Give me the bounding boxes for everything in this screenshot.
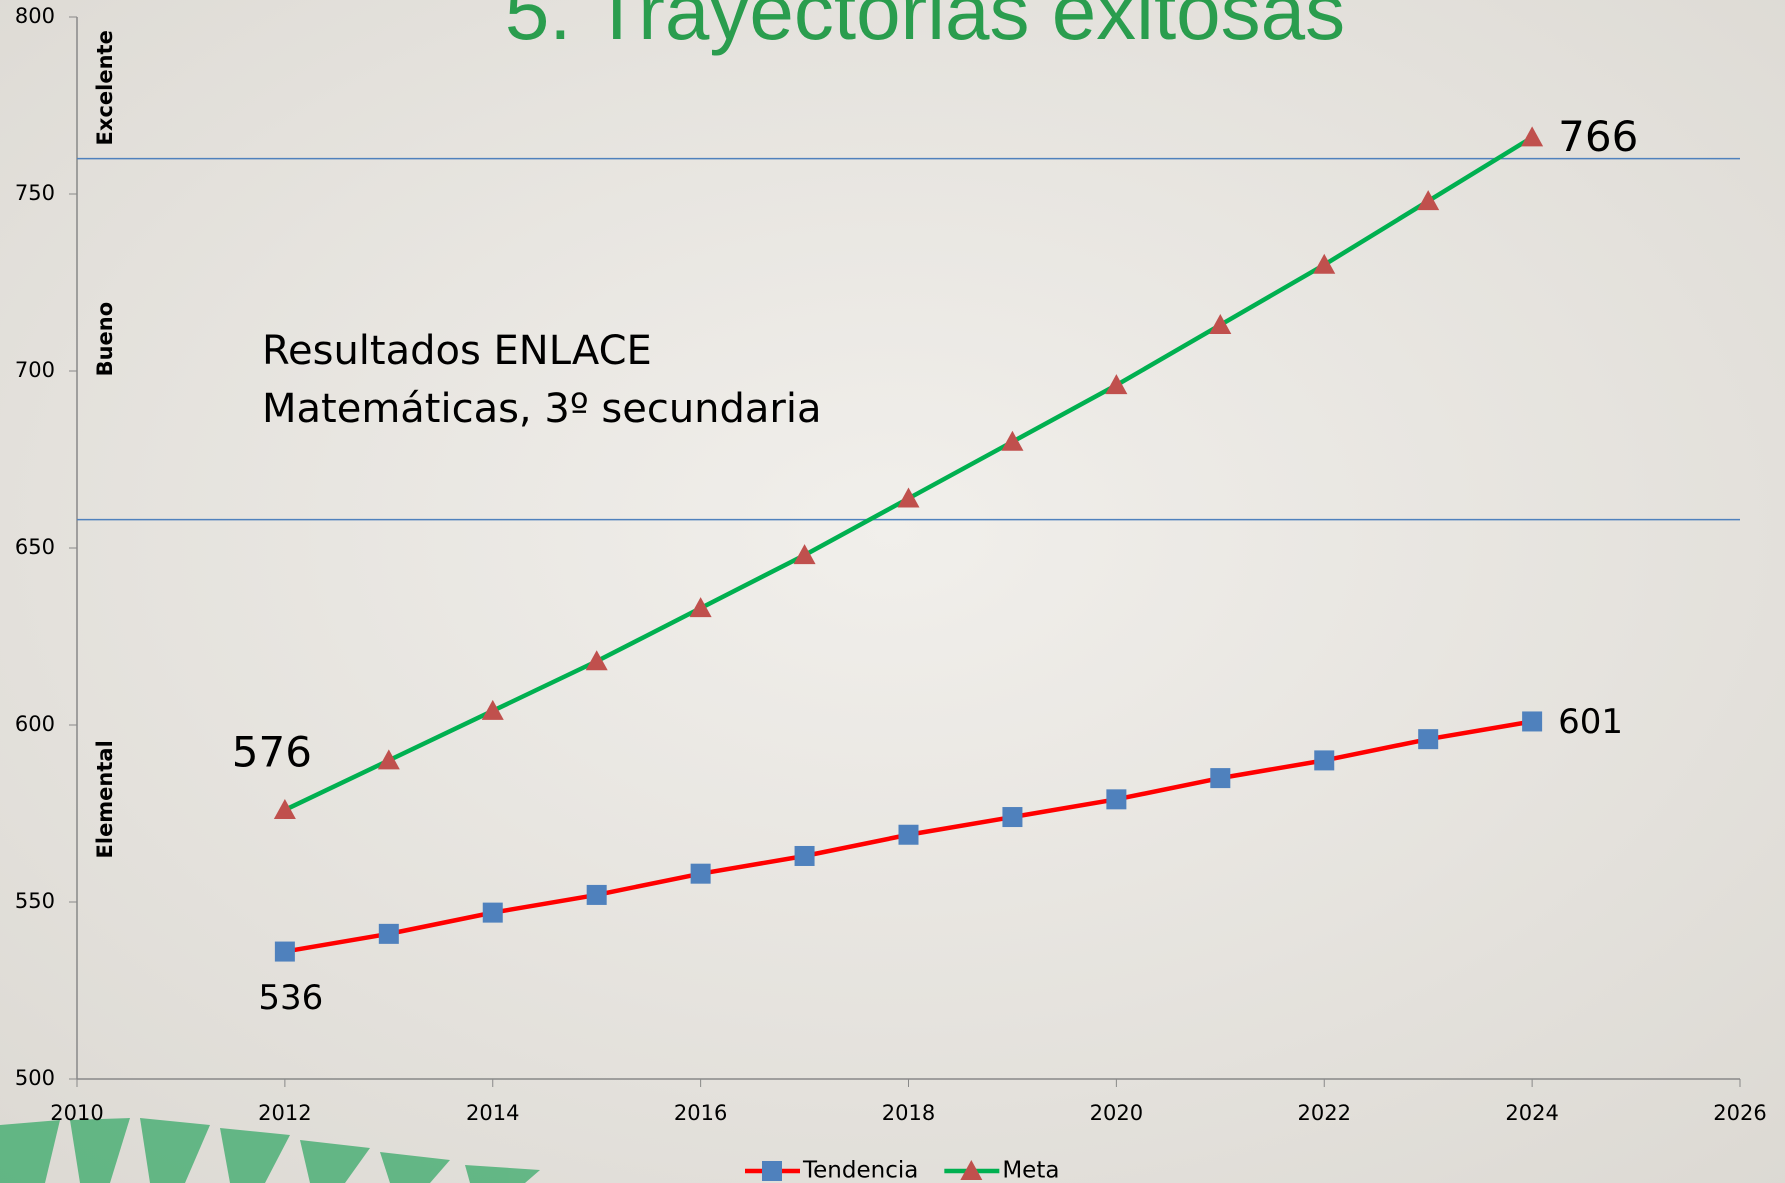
marker (482, 902, 503, 923)
x-tick-label: 2022 (1298, 1101, 1351, 1125)
marker (897, 487, 920, 508)
data-label: 576 (232, 727, 312, 776)
marker (794, 845, 815, 866)
marker (1106, 789, 1127, 810)
marker (1314, 750, 1335, 771)
band-label: Excelente (93, 30, 117, 145)
data-label: 601 (1558, 702, 1623, 742)
x-tick-label: 2024 (1505, 1101, 1558, 1125)
band-label: Bueno (93, 302, 117, 377)
y-tick-label: 500 (15, 1066, 55, 1090)
x-tick-label: 2012 (258, 1101, 311, 1125)
data-label: 766 (1558, 112, 1638, 161)
x-tick-label: 2016 (674, 1101, 727, 1125)
data-label: 536 (258, 978, 323, 1018)
marker (898, 824, 919, 845)
band-label: Elemental (93, 740, 117, 858)
marker (1417, 190, 1440, 211)
marker (1521, 126, 1544, 147)
marker (1522, 711, 1543, 732)
x-tick-label: 2014 (466, 1101, 519, 1125)
marker (1210, 768, 1231, 789)
decoration (0, 1118, 540, 1183)
annotation: Matemáticas, 3º secundaria (262, 386, 822, 432)
marker (1001, 430, 1024, 451)
marker (1418, 729, 1439, 750)
marker (585, 650, 608, 671)
marker (1105, 374, 1128, 395)
marker (690, 863, 711, 884)
y-tick-label: 650 (15, 535, 55, 559)
marker (586, 884, 607, 905)
marker (273, 798, 296, 819)
legend-label: Tendencia (802, 1158, 918, 1183)
x-tick-label: 2020 (1090, 1101, 1143, 1125)
marker (1209, 313, 1232, 334)
y-tick-label: 600 (15, 712, 55, 736)
y-tick-label: 700 (15, 358, 55, 382)
marker (793, 544, 816, 565)
x-tick-label: 2026 (1713, 1101, 1766, 1125)
marker (1313, 253, 1336, 274)
marker (689, 597, 712, 618)
legend-marker (762, 1161, 782, 1181)
x-tick-label: 2010 (50, 1101, 103, 1125)
legend-marker (960, 1160, 983, 1180)
y-tick-label: 800 (15, 4, 55, 28)
annotation: Resultados ENLACE (262, 328, 652, 374)
marker (378, 923, 399, 944)
y-tick-label: 750 (15, 181, 55, 205)
marker (274, 941, 295, 962)
legend-label: Meta (1002, 1158, 1059, 1183)
marker (1002, 807, 1023, 828)
y-tick-label: 550 (15, 889, 55, 913)
chart-title: 5. Trayectorias exitosas (505, 0, 1345, 56)
marker (481, 699, 504, 720)
marker (377, 749, 400, 770)
x-tick-label: 2018 (882, 1101, 935, 1125)
